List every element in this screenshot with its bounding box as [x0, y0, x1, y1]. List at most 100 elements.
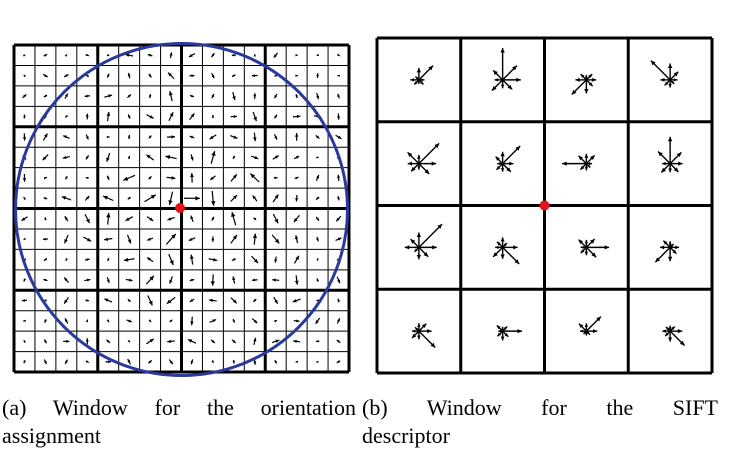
- gradient-arrow-head: [316, 278, 320, 282]
- gradient-arrow-head: [23, 94, 27, 98]
- gradient-arrow-head: [107, 74, 110, 78]
- gradient-arrow-head: [274, 95, 278, 99]
- gradient-arrow-head: [316, 238, 319, 242]
- gradient-arrow-head: [171, 135, 175, 139]
- histogram-arrow-head: [417, 166, 421, 170]
- gradient-arrow-head: [190, 94, 194, 98]
- gradient-arrow-head: [295, 255, 299, 260]
- gradient-arrow-head: [187, 339, 193, 343]
- gradient-arrow-head: [42, 237, 46, 241]
- histogram-arrow-head: [663, 240, 668, 245]
- orientation-window-panel: [12, 42, 351, 377]
- gradient-arrow-head: [106, 111, 111, 117]
- gradient-arrow-head: [275, 339, 280, 343]
- histogram-arrow-head: [417, 335, 421, 340]
- gradient-arrow-head: [232, 276, 236, 281]
- gradient-arrow-head: [337, 174, 341, 179]
- gradient-arrow-head: [147, 54, 151, 57]
- gradient-arrow-head: [232, 360, 236, 364]
- gradient-arrow-head: [149, 275, 154, 281]
- histogram-arrow-head: [517, 328, 523, 334]
- histogram-arrow-head: [415, 327, 419, 331]
- gradient-arrow-head: [85, 319, 89, 323]
- gradient-arrow-head: [167, 339, 171, 344]
- histogram-arrow-head: [580, 329, 584, 333]
- histogram-arrow-head: [661, 167, 666, 173]
- caption-a-line1: (a) Window for the orientation: [2, 395, 356, 420]
- gradient-arrow-head: [149, 338, 154, 343]
- histogram-arrow-head: [404, 245, 410, 250]
- histogram-arrow-head: [671, 326, 675, 330]
- gradient-arrow-head: [231, 53, 235, 57]
- gradient-arrow-head: [211, 340, 215, 344]
- histogram-arrow-head: [416, 254, 422, 260]
- gradient-arrow-head: [253, 299, 257, 302]
- histogram-arrow-head: [424, 169, 430, 175]
- histogram-arrow: [650, 60, 671, 81]
- histogram-arrow-head: [650, 60, 656, 66]
- gradient-arrow-head: [232, 74, 236, 78]
- histogram-arrow-head: [584, 74, 588, 78]
- histogram-arrow-head: [500, 336, 505, 341]
- histogram-arrow-head: [679, 340, 685, 346]
- gradient-arrow-head: [147, 237, 151, 241]
- gradient-arrow-head: [85, 136, 89, 140]
- caption-b: (b) Window for the SIFT descriptor: [362, 394, 718, 450]
- gradient-arrow-head: [64, 216, 68, 220]
- gradient-arrow-head: [127, 72, 131, 77]
- gradient-arrow-head: [295, 198, 299, 202]
- gradient-arrow-head: [108, 94, 113, 98]
- gradient-arrow-head: [296, 114, 301, 119]
- gradient-arrow-head: [169, 260, 174, 266]
- histogram-arrow-head: [591, 252, 597, 258]
- histogram-arrow-head: [434, 143, 440, 149]
- histogram-arrow-head: [493, 70, 498, 76]
- histogram-arrow-head: [494, 78, 499, 82]
- caption-b-line1: (b) Window for the SIFT: [362, 395, 718, 420]
- keypoint-marker: [175, 203, 185, 213]
- histogram-arrow-head: [493, 252, 498, 257]
- gradient-arrow-head: [44, 319, 47, 323]
- histogram-arrow-head: [417, 81, 421, 84]
- histogram-arrow-head: [670, 80, 675, 84]
- gradient-arrow-head: [148, 319, 152, 322]
- gradient-arrow-head: [211, 216, 215, 220]
- histogram-arrow-head: [604, 245, 610, 250]
- gradient-arrow-head: [232, 340, 236, 344]
- histogram-arrow-head: [665, 332, 669, 337]
- gradient-arrow-head: [253, 258, 259, 264]
- histogram-arrow-head: [496, 241, 501, 246]
- gradient-arrow-head: [293, 218, 298, 223]
- gradient-arrow-head: [64, 93, 68, 97]
- gradient-arrow-head: [274, 360, 278, 364]
- gradient-arrow-head: [168, 199, 173, 205]
- histogram-arrow-head: [500, 151, 505, 157]
- gradient-arrow-head: [21, 217, 26, 221]
- gradient-arrow-head: [22, 178, 27, 182]
- gradient-arrow-head: [251, 278, 256, 282]
- histogram-arrow-head: [495, 245, 499, 250]
- gradient-arrow-head: [274, 320, 278, 323]
- gradient-arrow-head: [295, 54, 298, 57]
- gradient-arrow-head: [104, 237, 109, 241]
- gradient-arrow-head: [171, 176, 176, 180]
- gradient-arrow-head: [85, 338, 89, 342]
- histogram-arrow-head: [655, 257, 661, 263]
- histogram-arrow-head: [500, 237, 505, 242]
- histogram-arrow: [418, 142, 440, 165]
- gradient-arrow-head: [104, 298, 109, 302]
- gradient-arrow-head: [65, 74, 69, 78]
- gradient-arrow-head: [23, 237, 27, 240]
- gradient-arrow-head: [146, 154, 151, 159]
- histogram-arrow-head: [592, 77, 597, 82]
- histogram-arrow-head: [670, 243, 674, 247]
- gradient-arrow-head: [274, 136, 278, 140]
- gradient-arrow-head: [190, 173, 194, 178]
- gradient-arrow-head: [125, 217, 130, 221]
- gradient-arrow-head: [128, 319, 132, 323]
- gradient-arrow-head: [253, 319, 258, 324]
- histogram-arrow-head: [580, 165, 585, 170]
- histogram-arrow-head: [580, 245, 584, 249]
- histogram-arrow-head: [496, 165, 501, 170]
- gradient-arrow-head: [316, 196, 319, 200]
